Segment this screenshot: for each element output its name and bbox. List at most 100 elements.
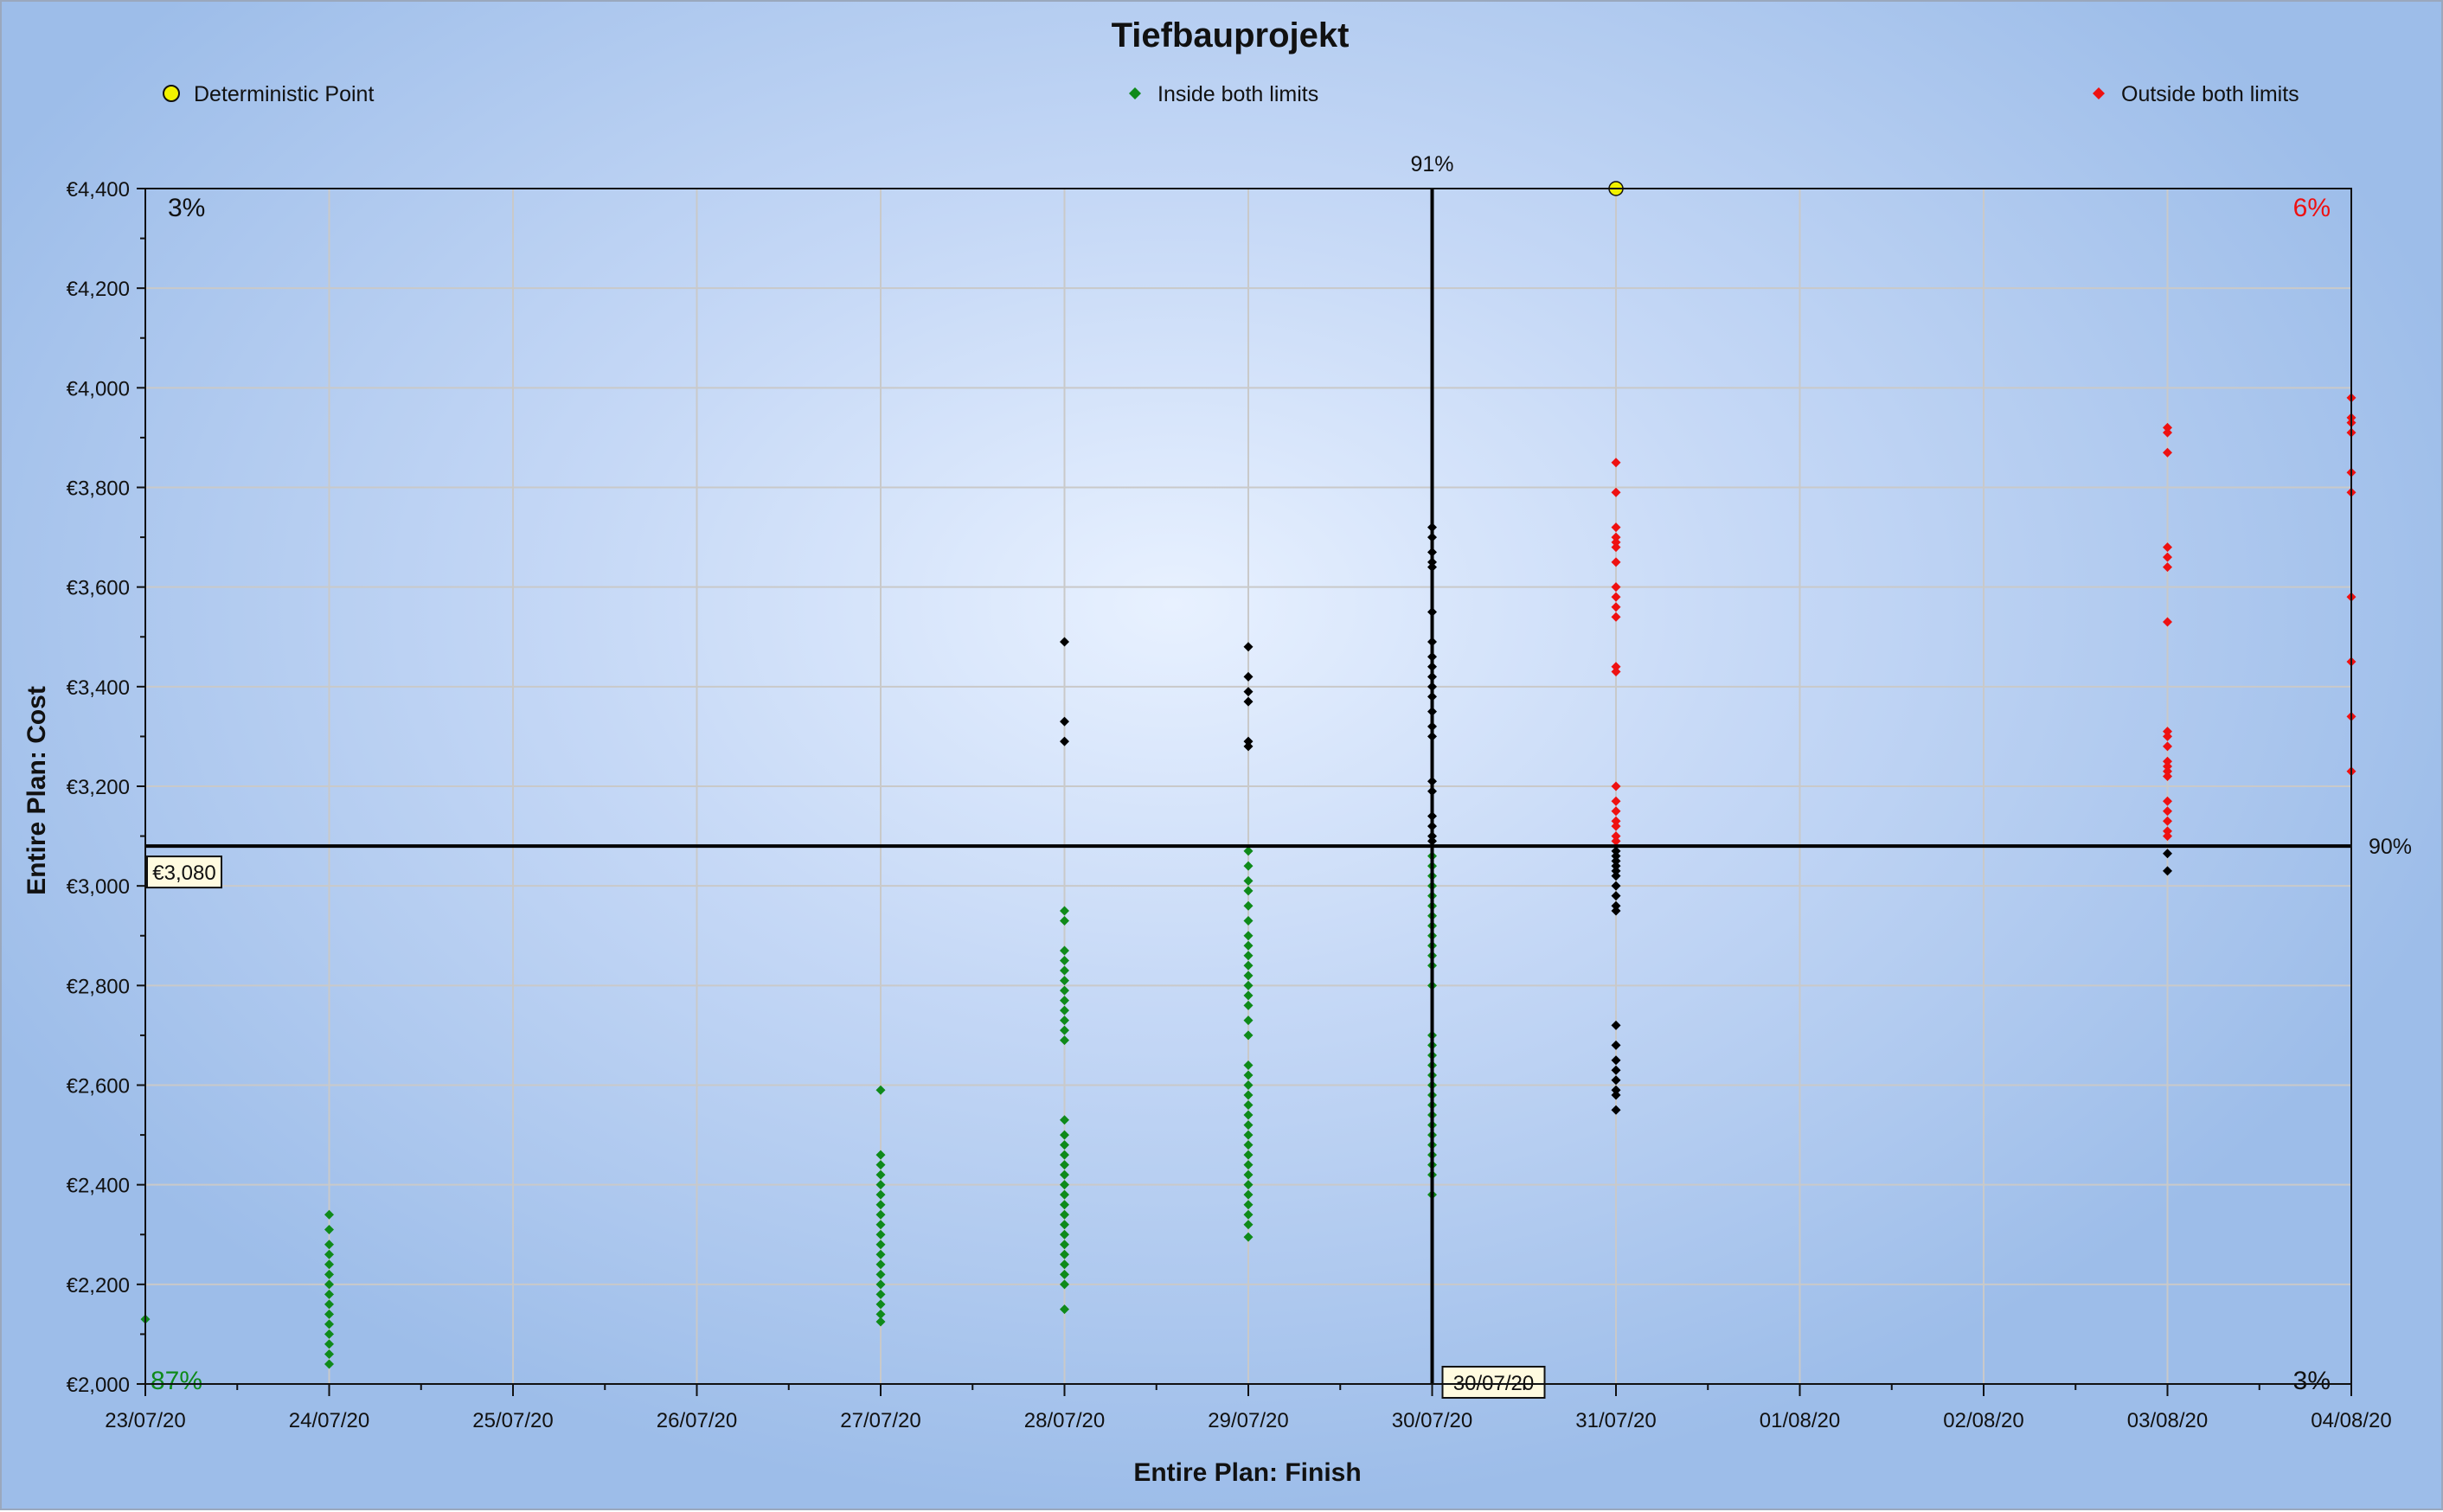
data-point	[1243, 741, 1254, 752]
legend-marker	[1129, 87, 1141, 99]
data-point	[1611, 592, 1621, 602]
x-tick-label: 01/08/20	[1760, 1409, 1840, 1432]
legend-label: Deterministic Point	[194, 82, 374, 106]
data-point	[2163, 831, 2172, 842]
data-point	[1060, 945, 1069, 956]
data-point	[1060, 1115, 1069, 1125]
data-point	[324, 1269, 334, 1279]
legend-label: Outside both limits	[2121, 82, 2299, 106]
y-tick-label: €2,600	[67, 1075, 130, 1099]
data-point	[1060, 976, 1069, 986]
x-tick-label: 04/08/20	[2311, 1409, 2391, 1432]
data-point	[324, 1289, 334, 1299]
data-point	[2163, 806, 2172, 817]
data-point	[1611, 602, 1621, 612]
quadrant-bottom-left-percent: 87%	[151, 1367, 202, 1395]
data-point	[1611, 871, 1621, 881]
data-point	[324, 1299, 334, 1310]
data-point	[1611, 796, 1621, 806]
chart-title: Tiefbauprojekt	[1112, 16, 1350, 54]
data-point	[1060, 736, 1069, 746]
y-tick-label: €4,400	[67, 178, 130, 202]
data-point	[1611, 557, 1621, 567]
x-tick-label: 31/07/20	[1575, 1409, 1656, 1432]
data-point	[875, 1200, 886, 1210]
data-point	[1243, 1015, 1254, 1026]
data-point	[1060, 1209, 1069, 1220]
data-point	[1060, 1035, 1069, 1046]
data-point	[2163, 562, 2172, 573]
cost-limit-value: €3,080	[152, 862, 215, 885]
data-point	[1060, 915, 1069, 926]
legend-label: Inside both limits	[1157, 82, 1318, 106]
data-point	[1243, 1120, 1254, 1131]
data-point	[1611, 1055, 1621, 1066]
series-group	[1611, 393, 2356, 846]
data-point	[1243, 990, 1254, 1001]
data-point	[1243, 1169, 1254, 1180]
quadrant-top-left-percent: 3%	[168, 194, 205, 222]
data-point	[1243, 951, 1254, 961]
data-point	[875, 1160, 886, 1170]
data-point	[2163, 756, 2172, 766]
data-point	[1060, 1169, 1069, 1180]
data-point	[875, 1180, 886, 1190]
data-point	[1611, 662, 1621, 672]
data-point	[324, 1309, 334, 1319]
data-point	[1243, 696, 1254, 707]
data-point	[1060, 1229, 1069, 1240]
date-limit-tag	[1441, 1366, 1546, 1399]
data-point	[1060, 1304, 1069, 1315]
data-point	[1611, 806, 1621, 817]
data-point	[1060, 1220, 1069, 1230]
data-point	[1060, 1150, 1069, 1160]
cost-limit-percent: 90%	[2369, 835, 2412, 859]
data-point	[2163, 727, 2172, 737]
data-point	[2163, 766, 2172, 777]
data-point	[1243, 846, 1254, 856]
data-point	[1060, 996, 1069, 1006]
data-point	[875, 1240, 886, 1250]
data-point	[1060, 1025, 1069, 1035]
data-point	[1611, 458, 1621, 468]
data-point	[2163, 849, 2172, 859]
data-point	[875, 1085, 886, 1095]
data-point	[1060, 1015, 1069, 1026]
data-point	[1243, 1000, 1254, 1010]
data-point	[1243, 1180, 1254, 1190]
data-point	[1243, 886, 1254, 896]
data-point	[1243, 861, 1254, 871]
data-point	[1611, 836, 1621, 846]
data-point	[1611, 537, 1621, 548]
data-point	[1611, 851, 1621, 862]
data-point	[1060, 716, 1069, 727]
x-tick-label: 02/08/20	[1943, 1409, 2023, 1432]
data-point	[875, 1289, 886, 1299]
cost-limit-tag	[146, 855, 222, 889]
quadrant-bottom-right-percent: 3%	[2293, 1367, 2331, 1395]
data-point	[2163, 422, 2172, 432]
data-point	[1243, 931, 1254, 941]
data-point	[1243, 736, 1254, 746]
y-tick-label: €3,400	[67, 676, 130, 700]
data-point	[1243, 1060, 1254, 1070]
x-tick-label: 24/07/20	[289, 1409, 369, 1432]
data-point	[1611, 1085, 1621, 1095]
data-point	[2163, 816, 2172, 826]
y-axis-title: Entire Plan: Cost	[22, 686, 51, 895]
data-point	[1243, 1070, 1254, 1080]
data-point	[1060, 1180, 1069, 1190]
data-point	[1060, 1200, 1069, 1210]
data-point	[1611, 667, 1621, 677]
data-point	[2163, 826, 2172, 836]
data-point	[324, 1359, 334, 1369]
data-point	[1611, 816, 1621, 826]
data-point	[875, 1269, 886, 1279]
data-point	[2163, 552, 2172, 562]
data-point	[2163, 771, 2172, 781]
quadrant-top-right-percent: 6%	[2293, 194, 2331, 222]
data-point	[1060, 1240, 1069, 1250]
data-point	[324, 1319, 334, 1329]
